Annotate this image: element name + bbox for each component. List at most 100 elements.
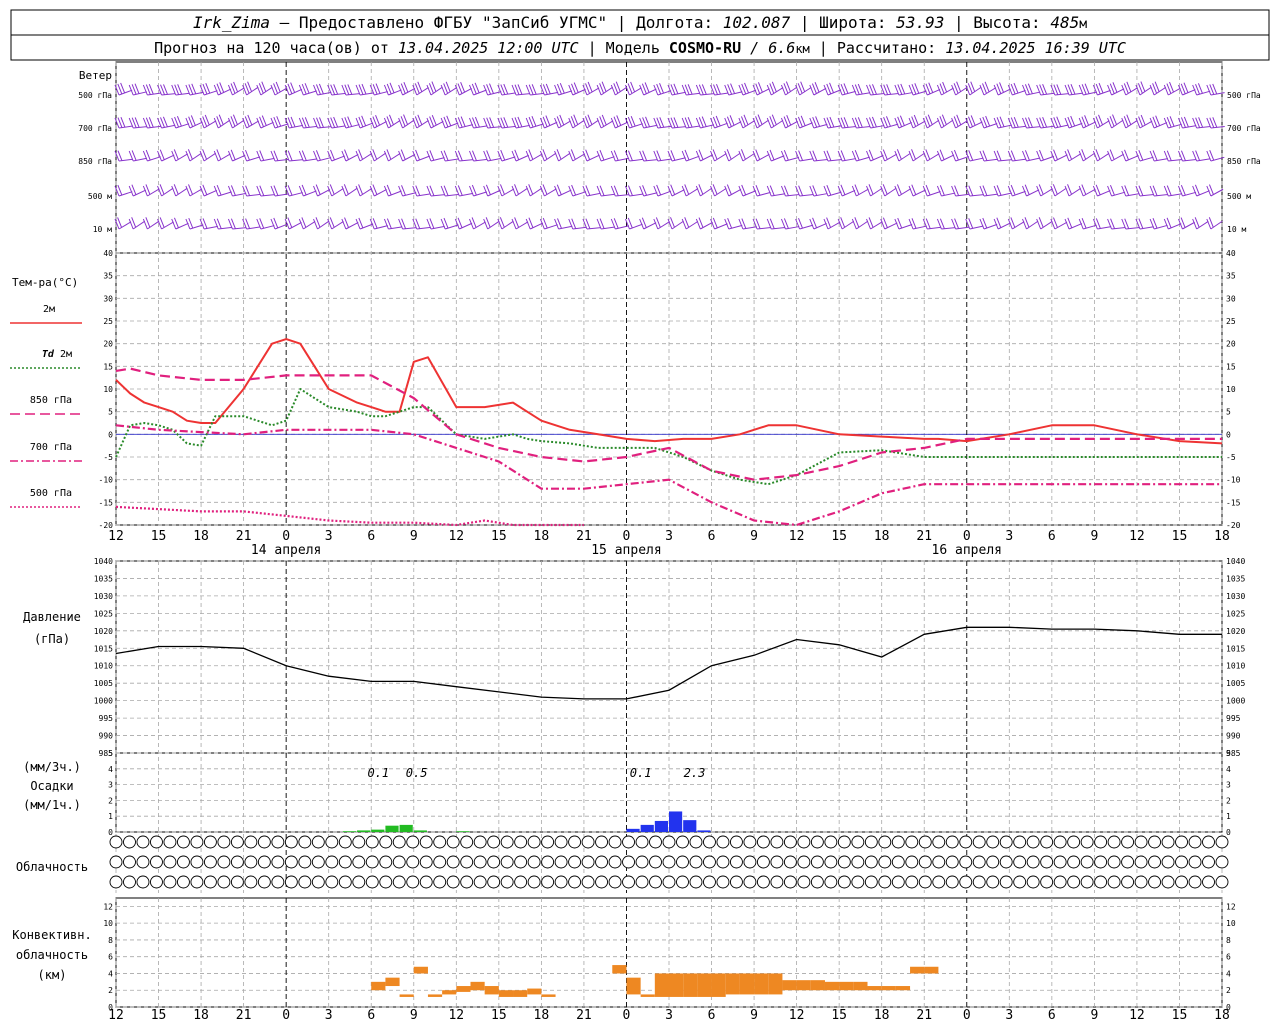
date-labels: 14 апреля 15 апреля 16 апреля [251, 543, 1002, 558]
cloud-symbol [230, 875, 244, 889]
wind-barb-shaft [714, 223, 728, 230]
wind-barb-flag [684, 217, 690, 228]
wind-barb-flag [517, 116, 523, 128]
wind-barb-flag [554, 218, 560, 230]
wind-barb-shaft [1012, 125, 1027, 129]
cloud-symbol [999, 875, 1013, 889]
wind-barb-shaft [671, 126, 686, 129]
wind-barb-flag [695, 117, 701, 129]
wind-barb-flag [681, 185, 687, 197]
wind-barb-flag [114, 218, 120, 230]
wind-barb-flag [851, 84, 857, 96]
wind-barb-shaft [147, 188, 160, 197]
wind-barb-flag [174, 116, 180, 128]
wind-barb-flag [843, 117, 849, 128]
wind-barb-shaft [1026, 91, 1041, 96]
wind-barb-shaft [359, 122, 374, 129]
wind-barb-flag [443, 217, 449, 229]
wind-barb-flag [213, 117, 219, 129]
time-label: 15 [491, 1008, 507, 1023]
wind-barb-shaft [1182, 221, 1195, 230]
wind-barb-flag [1149, 218, 1155, 230]
wind-barb-flag [769, 185, 775, 196]
wind-barb-shaft [175, 92, 190, 96]
wind-barb-shaft [1040, 125, 1055, 129]
convective-bar [626, 977, 641, 995]
wind-barb-shaft [388, 89, 402, 96]
wind-barb-flag [426, 150, 432, 162]
wind-barb-shaft [969, 157, 984, 162]
wind-barb-shaft [771, 226, 786, 230]
cloud-symbol [1175, 855, 1188, 869]
wind-barb-flag [440, 117, 446, 129]
wind-barb-flag [596, 218, 602, 230]
wind-barb-shaft [785, 194, 800, 197]
wind-barb-shaft [345, 154, 359, 162]
wind-barb-flag [503, 83, 509, 95]
precip-bar [654, 820, 668, 832]
wind-barb-shaft [232, 119, 245, 129]
wind-barb-flag [726, 116, 732, 127]
wind-barb-flag [142, 84, 148, 96]
wind-barb-flag [1194, 217, 1200, 228]
wind-barb-flag [882, 149, 888, 160]
cloud-symbol [419, 855, 433, 869]
cloud-symbol [1067, 835, 1081, 849]
wind-barb-flag [684, 184, 690, 195]
wind-barb-shaft [898, 152, 911, 162]
wind-barb-shaft [629, 123, 643, 129]
wind-barb-flag [1036, 185, 1042, 197]
wind-barb-flag [199, 84, 205, 96]
wind-barb-shaft [926, 153, 940, 162]
wind-barb-shaft [558, 189, 572, 197]
wind-barb-flag [426, 117, 432, 129]
wind-barb-flag [1195, 83, 1200, 95]
conv-tick-right: 0 [1226, 1003, 1231, 1012]
wind-barb-flag [716, 83, 721, 95]
wind-barb-flag [766, 84, 772, 96]
wind-barb-flag [171, 117, 177, 129]
wind-barb-flag [528, 116, 534, 128]
wind-barb-flag [982, 150, 988, 161]
wind-barb-flag [301, 117, 307, 128]
precip-title-1: (мм/3ч.) [23, 760, 81, 774]
time-label: 3 [1005, 529, 1013, 544]
wind-barb-flag [687, 116, 693, 128]
wind-barb-flag [386, 116, 392, 127]
wind-barb-flag [1092, 84, 1098, 96]
wind-barb-shaft [118, 89, 133, 96]
wind-barb-shaft [515, 93, 531, 96]
wind-barb-flag [131, 217, 137, 228]
time-label: 18 [1214, 529, 1230, 544]
date-label: 14 апреля [251, 543, 321, 558]
wind-barb-shaft [331, 92, 346, 96]
time-label: 9 [1090, 529, 1098, 544]
wind-barb-flag [568, 117, 574, 129]
wind-barb-shaft [898, 224, 913, 230]
wind-barb-flag [911, 83, 917, 95]
wind-barb-shaft [685, 220, 699, 230]
wind-barb-shaft [430, 86, 443, 96]
wind-barb-flag [460, 116, 466, 127]
wind-barb-shaft [515, 124, 530, 129]
wind-barb-flag [695, 150, 701, 162]
wind-barb-flag [1025, 117, 1030, 128]
wind-barb-shaft [756, 88, 770, 96]
wind-barb-flag [812, 117, 818, 128]
wind-barb-shaft [203, 225, 218, 230]
wind-barb-flag [514, 117, 520, 128]
cloud-symbol [1067, 875, 1081, 889]
wind-barb-flag [202, 184, 208, 195]
wind-barb-flag [230, 218, 236, 229]
wind-barb-flag [885, 116, 891, 127]
wind-barb-flag [1081, 184, 1087, 195]
wind-barb-flag [1039, 84, 1045, 95]
wind-barb-flag [1152, 150, 1158, 161]
wind-barb-flag [829, 82, 835, 93]
wind-barb-flag [489, 83, 494, 94]
wind-barb-flag [247, 114, 253, 126]
wind-barb-flag [582, 117, 588, 129]
pres-tick-left: 1010 [94, 662, 113, 671]
wind-barb-shaft [898, 92, 913, 96]
